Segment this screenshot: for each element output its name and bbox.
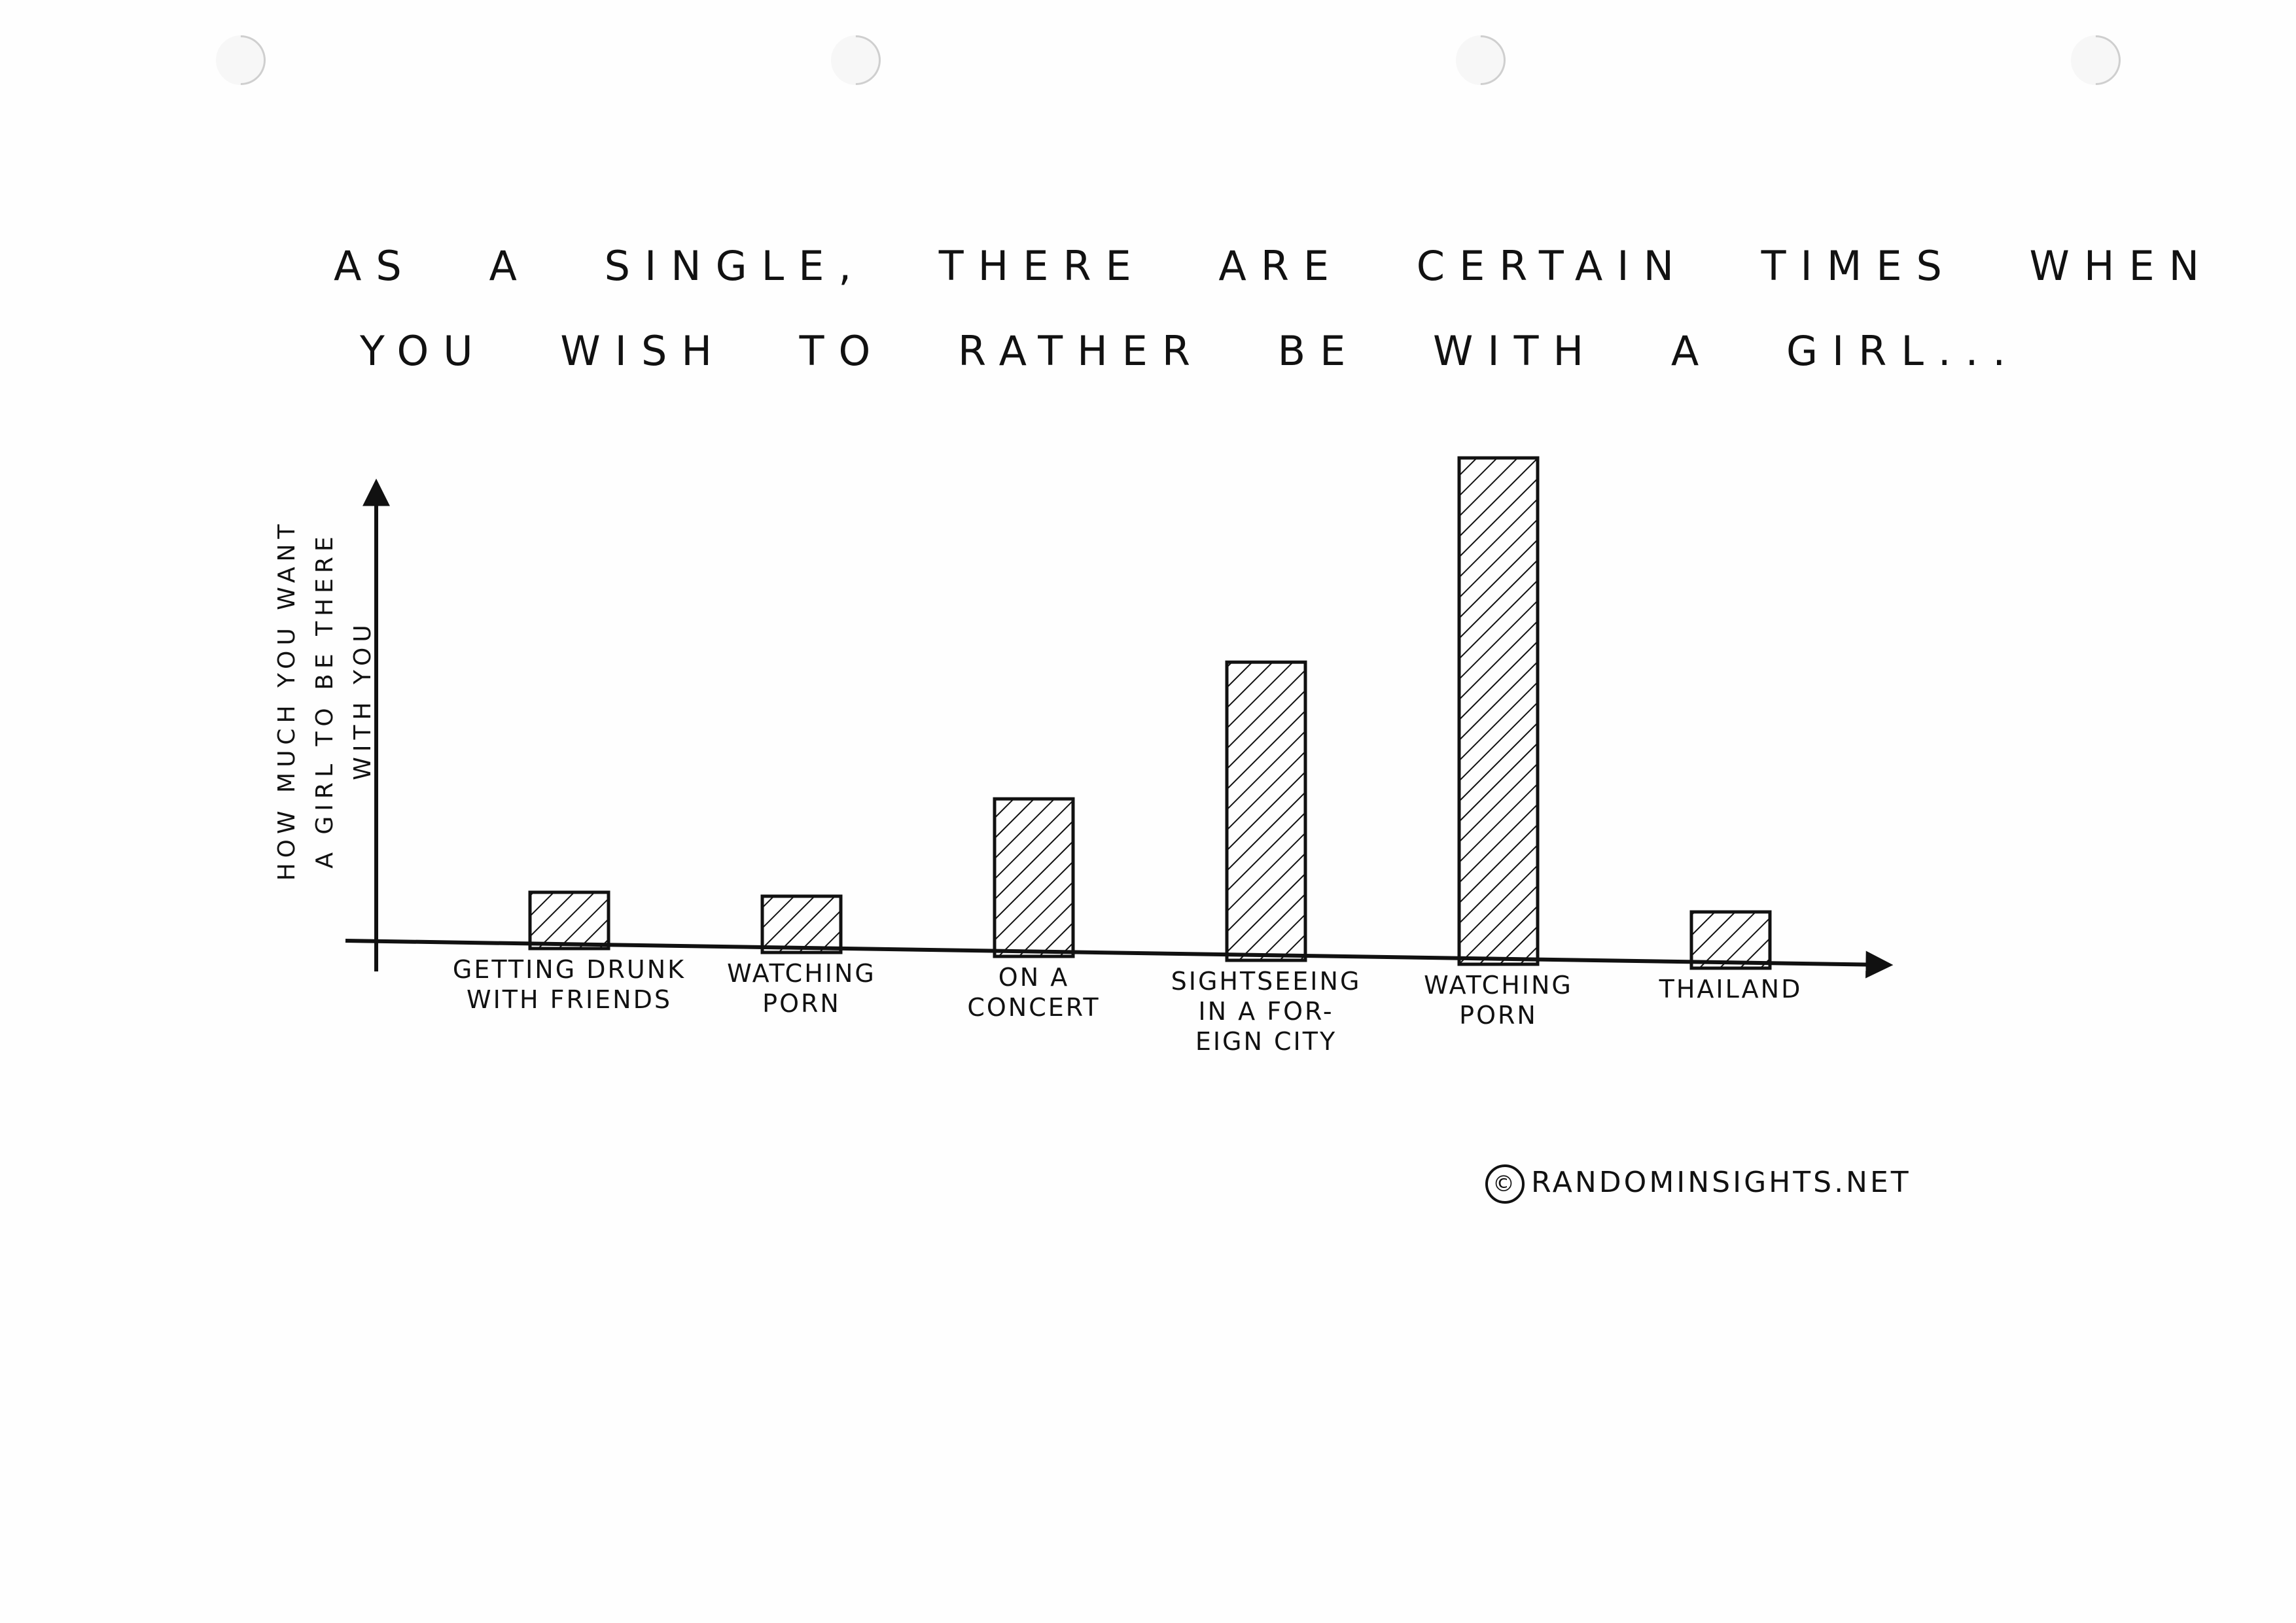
x-tick-label-line: THAILAND (1659, 975, 1803, 1003)
chart-title-line-2: you wish to rather be with a girl... (360, 327, 2021, 375)
y-axis-label-line: A GIRL TO BE THERE (311, 531, 338, 868)
copyright-icon: © (1485, 1164, 1525, 1204)
x-tick-label-line: WITH FRIENDS (467, 985, 672, 1014)
bar (760, 894, 843, 954)
x-tick-label-line: PORN (762, 989, 841, 1018)
bar (1457, 456, 1540, 966)
bar (1689, 910, 1772, 970)
x-tick-label-line: GETTING DRUNK (453, 955, 686, 984)
y-axis-label: HOW MUCH YOU WANT A GIRL TO BE THERE WITH … (274, 519, 376, 881)
x-tick-label: GETTING DRUNK WITH FRIENDS (453, 955, 686, 1014)
bar (528, 890, 610, 951)
bars-group (528, 456, 1772, 970)
y-axis-label-text: HOW MUCH YOU WANT A GIRL TO BE THERE WITH … (274, 519, 376, 881)
x-tick-label: SIGHTSEEING IN A FOR-EIGN CITY (1171, 967, 1362, 1056)
x-tick-label-line: EIGN CITY (1195, 1027, 1337, 1056)
y-axis-label-line: HOW MUCH YOU WANT (274, 519, 300, 881)
x-tick-label-line: WATCHING (727, 959, 876, 988)
x-tick-label: ON A CONCERT (967, 963, 1100, 1022)
bar (993, 797, 1075, 958)
x-tick-label-line: WATCHING (1424, 971, 1573, 1000)
credit-text: RANDOMINSIGHTS.NET (1531, 1166, 1911, 1199)
x-tick-label-line: ON A (998, 963, 1069, 992)
x-tick-label: WATCHING PORN (727, 959, 876, 1018)
x-tick-label-line: SIGHTSEEING (1171, 967, 1362, 996)
copyright-credit: © RANDOMINSIGHTS.NET (1485, 1164, 1911, 1204)
x-tick-label-line: IN A FOR- (1198, 997, 1333, 1026)
x-tick-label: WATCHING PORN (1424, 971, 1573, 1030)
x-tick-label-line: PORN (1459, 1001, 1538, 1030)
y-axis-label-line: WITH YOU (349, 620, 376, 780)
x-tick-label-line: CONCERT (967, 993, 1100, 1022)
bar (1225, 660, 1307, 962)
x-tick-label: THAILAND (1659, 975, 1803, 1003)
